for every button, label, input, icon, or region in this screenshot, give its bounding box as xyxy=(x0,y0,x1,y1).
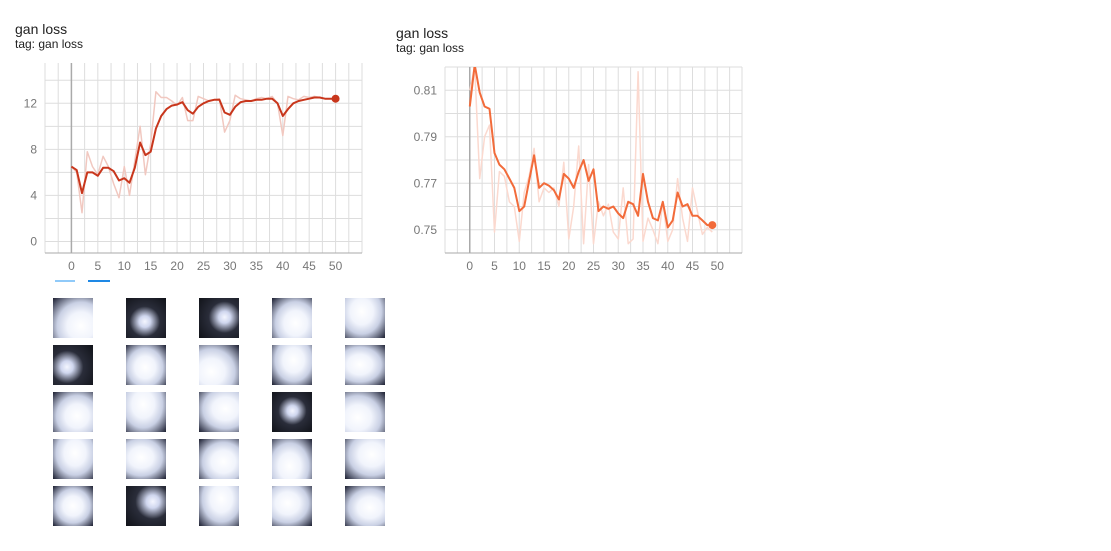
card-tag: tag: gan loss xyxy=(15,37,84,51)
generated-sample-image xyxy=(345,345,385,385)
y-tick-label: 8 xyxy=(30,142,37,156)
line-chart-2[interactable]: 0 5 10 15 20 25 30 35 40 45 50 0.75 0.77 0.79 0.81 xyxy=(380,0,760,290)
raw-series-line xyxy=(70,91,336,214)
card-title: gan loss xyxy=(15,21,68,37)
chart-card-1: gan loss tag: gan loss xyxy=(15,21,365,281)
generated-sample-image xyxy=(199,392,239,432)
grid-lines xyxy=(444,66,743,254)
generated-sample-image xyxy=(199,345,239,385)
y-tick-label: 0.79 xyxy=(414,130,438,144)
y-tick-label: 0.77 xyxy=(414,176,438,190)
x-tick-label: 40 xyxy=(276,259,290,273)
generated-sample-image xyxy=(199,486,239,526)
x-tick-label: 50 xyxy=(329,259,343,273)
smoothed-series-line xyxy=(468,67,713,229)
x-tick-label: 30 xyxy=(223,259,237,273)
x-tick-label: 10 xyxy=(118,259,132,273)
last-point-marker xyxy=(708,221,717,230)
x-tick-label: 25 xyxy=(587,259,601,273)
y-tick-label: 4 xyxy=(30,188,37,202)
generated-sample-image xyxy=(272,298,312,338)
generated-sample-image xyxy=(126,345,166,385)
generated-sample-image xyxy=(53,298,93,338)
generated-sample-image xyxy=(126,486,166,526)
x-tick-label: 45 xyxy=(686,259,700,273)
generated-sample-image xyxy=(126,439,166,479)
generated-image-grid xyxy=(53,298,387,530)
generated-sample-image xyxy=(126,392,166,432)
generated-sample-image xyxy=(272,439,312,479)
generated-sample-image xyxy=(53,439,93,479)
toggle-off-bar[interactable] xyxy=(55,280,75,282)
x-tick-label: 40 xyxy=(661,259,675,273)
card-tag: tag: gan loss xyxy=(396,41,465,55)
x-tick-label: 20 xyxy=(170,259,184,273)
x-tick-label: 5 xyxy=(491,259,498,273)
x-tick-label: 15 xyxy=(537,259,551,273)
x-tick-label: 25 xyxy=(197,259,211,273)
generated-sample-image xyxy=(199,439,239,479)
generated-sample-image xyxy=(199,298,239,338)
generated-sample-image xyxy=(53,345,93,385)
x-tick-label: 10 xyxy=(513,259,527,273)
generated-sample-image xyxy=(53,392,93,432)
x-tick-label: 30 xyxy=(612,259,626,273)
x-tick-label: 35 xyxy=(636,259,650,273)
toggle-on-bar[interactable] xyxy=(88,280,110,282)
x-tick-label: 45 xyxy=(302,259,316,273)
y-tick-label: 12 xyxy=(24,96,38,110)
generated-sample-image xyxy=(126,298,166,338)
x-tick-label: 50 xyxy=(711,259,725,273)
generated-sample-image xyxy=(272,392,312,432)
chart-card-2: gan loss tag: gan loss xyxy=(396,25,746,285)
generated-sample-image xyxy=(272,345,312,385)
y-tick-label: 0.75 xyxy=(414,223,438,237)
y-tick-label: 0 xyxy=(30,234,37,248)
last-point-marker xyxy=(331,94,340,103)
expand-toggle-icon[interactable] xyxy=(55,280,115,284)
card-title: gan loss xyxy=(396,25,449,41)
x-tick-label: 15 xyxy=(144,259,158,273)
raw-series-line xyxy=(469,67,713,245)
x-tick-label: 35 xyxy=(250,259,264,273)
generated-sample-image xyxy=(345,486,385,526)
generated-sample-image xyxy=(53,486,93,526)
generated-sample-image xyxy=(345,298,385,338)
line-chart-1[interactable]: 0 5 10 15 20 25 30 35 40 45 50 0 4 8 12 xyxy=(0,0,380,290)
grid-lines xyxy=(44,63,363,253)
generated-sample-image xyxy=(345,439,385,479)
x-tick-label: 20 xyxy=(562,259,576,273)
x-tick-label: 0 xyxy=(68,259,75,273)
x-tick-label: 5 xyxy=(94,259,101,273)
generated-sample-image xyxy=(345,392,385,432)
y-tick-label: 0.81 xyxy=(414,83,438,97)
generated-sample-image xyxy=(272,486,312,526)
x-tick-label: 0 xyxy=(466,259,473,273)
smoothed-series-line xyxy=(70,96,336,195)
